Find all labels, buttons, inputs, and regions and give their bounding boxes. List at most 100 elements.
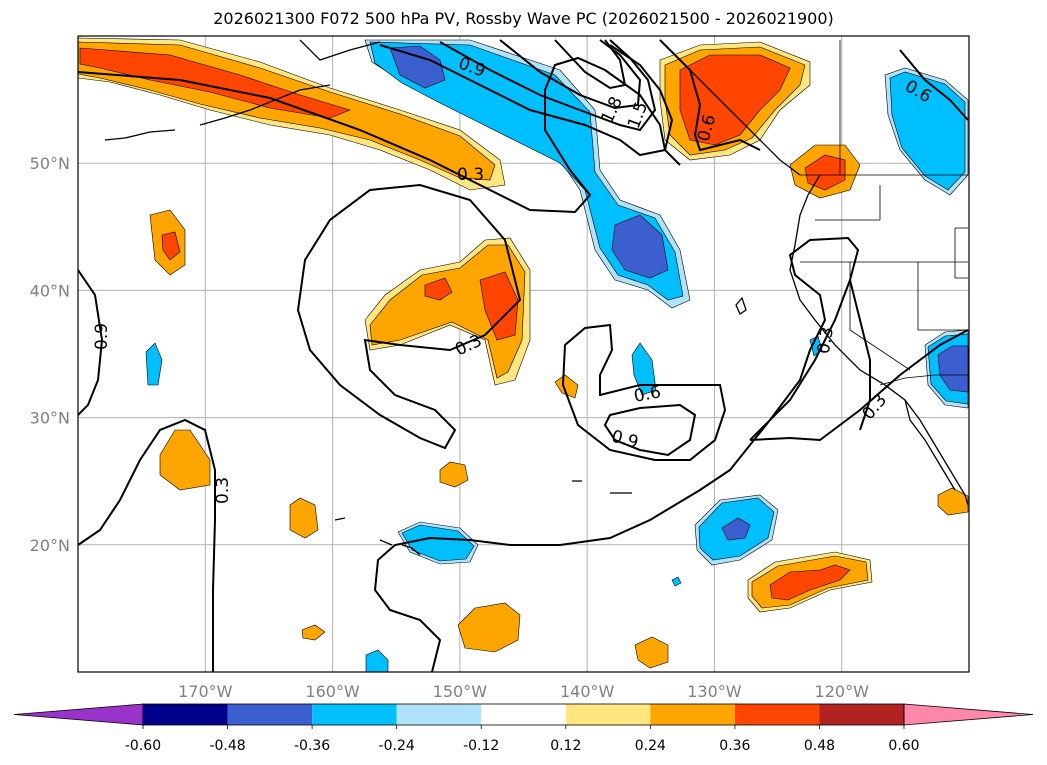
coastline-aleutians: [104, 84, 331, 141]
colorbar-tick-label: 0.24: [635, 738, 666, 754]
positive-pv-anomalies: [78, 37, 969, 669]
shade-gulf-of-alaska-cyan: [369, 41, 684, 301]
colorbar-bin: [819, 704, 904, 725]
coastline-tiny-marks: [572, 480, 632, 494]
colorbar-extend-min: [13, 703, 144, 726]
map-frame: [77, 35, 970, 673]
contour-0.3-north: [78, 56, 681, 214]
contour-1.2-north: [439, 39, 657, 132]
contour-0.6-central: [561, 323, 727, 461]
contour-label: 0.3: [814, 325, 838, 355]
colorbar-tick-label: 0.48: [804, 738, 835, 754]
lon-tick-label: 130°W: [687, 682, 742, 701]
coastline-hawaii: [334, 517, 421, 556]
contour-0.6-ne: [659, 39, 761, 152]
shade-aleutian-band-red: [79, 47, 351, 119]
colorbar-bin: [227, 704, 313, 725]
colorbar-tick-label: -0.48: [209, 738, 245, 754]
shade-hawaii-cyan: [401, 524, 475, 562]
colorbar-bin: [143, 704, 228, 725]
shade-far-ne-cyan: [889, 71, 966, 191]
contour-0.3-se: [749, 329, 969, 442]
colorbar-bin: [734, 704, 820, 725]
colorbar-bin: [396, 704, 482, 725]
colorbar-tick-label: -0.36: [294, 738, 330, 754]
colorbar-tick-label: 0.12: [550, 738, 581, 754]
shade-southeast-blue-dark: [721, 517, 751, 541]
lat-tick-label: 30°N: [30, 409, 70, 428]
coastline-baja: [904, 399, 956, 491]
coastline-north-america: [789, 174, 969, 506]
lon-tick-label: 120°W: [815, 682, 870, 701]
colorbar-extend-max: [903, 703, 1034, 726]
shade-midpacific-red2: [424, 277, 453, 301]
borders: [800, 40, 968, 386]
negative-pv-anomalies: [145, 39, 969, 672]
contour-0.3-east: [373, 236, 860, 672]
shade-small-1: [439, 461, 469, 488]
shade-southeast-red: [769, 564, 851, 601]
contour-0.3-central-loop: [296, 183, 522, 450]
shade-small-2: [289, 497, 319, 539]
colorbar-bin: [481, 704, 566, 725]
lat-tick-label: 40°N: [30, 281, 70, 300]
lat-tick-label: 20°N: [30, 536, 70, 555]
shade-midpacific-red1: [479, 271, 519, 341]
contour-label: 0.3: [213, 477, 233, 504]
colorbar-tick-label: -0.12: [463, 738, 499, 754]
lat-tick-label: 50°N: [30, 154, 70, 173]
shade-gulf-of-alaska-blue1: [389, 45, 446, 89]
latitude-tick-labels: 50°N 40°N 30°N 20°N: [30, 154, 70, 555]
contour-0.3-west: [78, 269, 104, 416]
shade-pnw-red: [804, 154, 846, 191]
contour-0.9-north: [379, 44, 674, 157]
contour-0.6-far-ne: [899, 49, 969, 121]
colorbar-tick-label: -0.60: [125, 738, 161, 754]
shade-mid-small: [631, 342, 657, 396]
border-states: [800, 185, 968, 371]
shade-small-3: [301, 624, 326, 641]
map-title: 2026021300 F072 500 hPa PV, Rossby Wave …: [213, 9, 834, 28]
contour-label: 0.3: [457, 165, 484, 185]
shade-south-blue: [365, 649, 389, 672]
map-plot-area: 0.3 0.3 0.3 0.3 0.3 0.6 0.6 0.6 0.9 0.9 …: [78, 36, 969, 672]
lon-tick-label: 140°W: [560, 682, 615, 701]
contour-1.5-north: [499, 39, 642, 110]
contour-label: 0.9: [609, 427, 640, 453]
shade-tiny-blue: [671, 576, 682, 587]
border-usa-mexico: [879, 374, 968, 386]
contour-0.3-baja: [849, 279, 871, 431]
rossby-wave-contours: [78, 39, 969, 672]
lon-tick-label: 160°W: [305, 682, 360, 701]
shade-south-east: [634, 636, 669, 669]
coastlines: [104, 39, 969, 556]
shade-baja-small: [937, 487, 969, 516]
coastline-alaska: [299, 39, 381, 61]
shade-gulf-of-alaska-blue2: [611, 214, 669, 279]
shade-bc-coast-red: [679, 54, 791, 146]
contour-label: 0.9: [92, 323, 112, 350]
colorbar-tick-label: 0.36: [719, 738, 750, 754]
shade-south-central: [457, 602, 521, 653]
coastline-bc: [659, 39, 801, 176]
lon-tick-label: 150°W: [433, 682, 488, 701]
lon-tick-label: 170°W: [178, 682, 233, 701]
colorbar: -0.60 -0.48 -0.36 -0.24 -0.12 0.12 0.24 0.36 0.4…: [13, 703, 1034, 754]
colorbar-tick-label: -0.24: [379, 738, 415, 754]
contour-0.3-south-west: [78, 418, 216, 672]
colorbar-tick-label: 0.60: [888, 738, 919, 754]
shade-w-small: [145, 342, 163, 386]
contour-label: 1.5: [624, 99, 652, 131]
contour-1.8-north: [554, 39, 627, 90]
colorbar-frame: [142, 703, 905, 726]
shade-w-pacific-blob-red: [161, 231, 181, 261]
coastline-small-island: [735, 296, 747, 315]
colorbar-bin: [312, 704, 397, 725]
longitude-tick-labels: 170°W 160°W 150°W 140°W 130°W 120°W: [178, 682, 869, 701]
contour-label: 1.8: [597, 94, 627, 127]
shade-hawaii-west: [159, 429, 211, 491]
contour-0.9-central: [603, 403, 697, 457]
colorbar-bin: [565, 704, 651, 725]
contour-label: 0.6: [632, 382, 662, 406]
